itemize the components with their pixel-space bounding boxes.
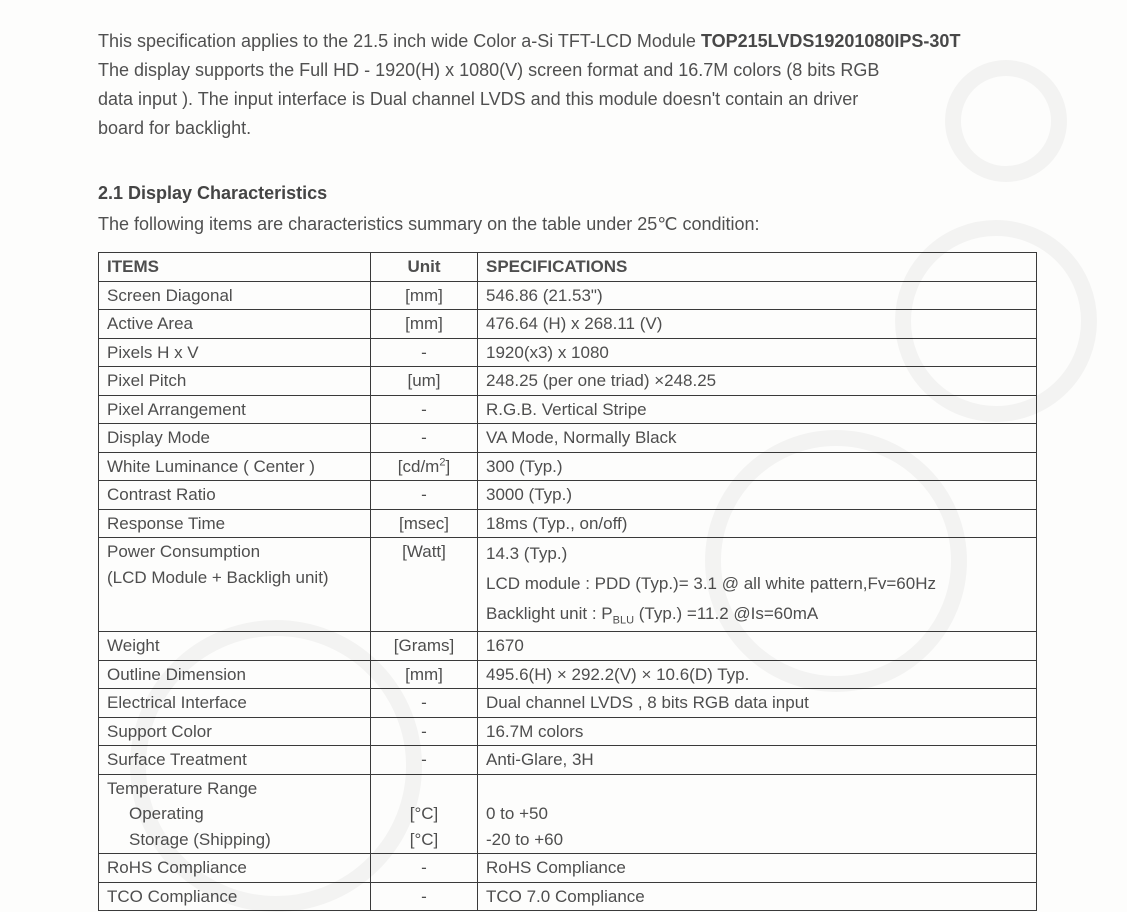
spec-table: ITEMS Unit SPECIFICATIONS Screen Diagona… — [98, 252, 1037, 911]
cell-unit: [mm] — [371, 310, 478, 339]
cell-spec: 495.6(H) × 292.2(V) × 10.6(D) Typ. — [478, 660, 1037, 689]
table-row: RoHS Compliance-RoHS Compliance — [99, 854, 1037, 883]
cell-spec: 1670 — [478, 632, 1037, 661]
cell-spec: 546.86 (21.53") — [478, 281, 1037, 310]
cell-item: Pixels H x V — [99, 338, 371, 367]
cell-unit: [Grams] — [371, 632, 478, 661]
cell-item: Temperature RangeOperatingStorage (Shipp… — [99, 774, 371, 854]
cell-unit: [msec] — [371, 509, 478, 538]
header-spec: SPECIFICATIONS — [478, 253, 1037, 282]
cell-item: Contrast Ratio — [99, 481, 371, 510]
cell-unit: [mm] — [371, 281, 478, 310]
cell-unit: - — [371, 689, 478, 718]
cell-spec: 0 to +50-20 to +60 — [478, 774, 1037, 854]
cell-spec: 476.64 (H) x 268.11 (V) — [478, 310, 1037, 339]
intro-line-3: data input ). The input interface is Dua… — [98, 86, 1037, 113]
table-row: Surface Treatment-Anti-Glare, 3H — [99, 746, 1037, 775]
intro-line-2: The display supports the Full HD - 1920(… — [98, 57, 1037, 84]
cell-unit: [°C][°C] — [371, 774, 478, 854]
intro-paragraph: This specification applies to the 21.5 i… — [98, 28, 1037, 142]
section-subtitle: The following items are characteristics … — [98, 211, 1037, 238]
table-row: Power Consumption(LCD Module + Backligh … — [99, 538, 1037, 632]
cell-unit: - — [371, 854, 478, 883]
cell-item: Pixel Pitch — [99, 367, 371, 396]
table-row: TCO Compliance-TCO 7.0 Compliance — [99, 882, 1037, 911]
table-row: Weight[Grams]1670 — [99, 632, 1037, 661]
cell-unit: [um] — [371, 367, 478, 396]
intro-line-4: board for backlight. — [98, 115, 1037, 142]
cell-unit: - — [371, 481, 478, 510]
header-items: ITEMS — [99, 253, 371, 282]
cell-item: Outline Dimension — [99, 660, 371, 689]
cell-unit: [mm] — [371, 660, 478, 689]
intro-line-1: This specification applies to the 21.5 i… — [98, 28, 1037, 55]
table-row: Response Time[msec]18ms (Typ., on/off) — [99, 509, 1037, 538]
table-row: Pixel Arrangement-R.G.B. Vertical Stripe — [99, 395, 1037, 424]
cell-item: Display Mode — [99, 424, 371, 453]
cell-unit: [cd/m2] — [371, 452, 478, 481]
cell-spec: RoHS Compliance — [478, 854, 1037, 883]
intro-text-1a: This specification applies to the 21.5 i… — [98, 31, 701, 51]
cell-item: White Luminance ( Center ) — [99, 452, 371, 481]
cell-unit: - — [371, 717, 478, 746]
table-row: Support Color-16.7M colors — [99, 717, 1037, 746]
cell-spec: 14.3 (Typ.)LCD module : PDD (Typ.)= 3.1 … — [478, 538, 1037, 632]
cell-item: Pixel Arrangement — [99, 395, 371, 424]
cell-item: TCO Compliance — [99, 882, 371, 911]
cell-spec: 16.7M colors — [478, 717, 1037, 746]
cell-unit: - — [371, 424, 478, 453]
cell-spec: Dual channel LVDS , 8 bits RGB data inpu… — [478, 689, 1037, 718]
table-row: White Luminance ( Center )[cd/m2]300 (Ty… — [99, 452, 1037, 481]
cell-item: Support Color — [99, 717, 371, 746]
table-row: Outline Dimension[mm]495.6(H) × 292.2(V)… — [99, 660, 1037, 689]
table-row: Pixel Pitch[um]248.25 (per one triad) ×2… — [99, 367, 1037, 396]
cell-spec: R.G.B. Vertical Stripe — [478, 395, 1037, 424]
section-title: 2.1 Display Characteristics — [98, 180, 1037, 207]
cell-unit: - — [371, 882, 478, 911]
header-unit: Unit — [371, 253, 478, 282]
cell-spec: TCO 7.0 Compliance — [478, 882, 1037, 911]
table-row: Pixels H x V-1920(x3) x 1080 — [99, 338, 1037, 367]
cell-item: Electrical Interface — [99, 689, 371, 718]
table-row: Screen Diagonal[mm]546.86 (21.53") — [99, 281, 1037, 310]
model-number: TOP215LVDS19201080IPS-30T — [701, 31, 961, 51]
table-row: Contrast Ratio-3000 (Typ.) — [99, 481, 1037, 510]
cell-item: Screen Diagonal — [99, 281, 371, 310]
cell-spec: 18ms (Typ., on/off) — [478, 509, 1037, 538]
cell-item: Active Area — [99, 310, 371, 339]
table-header-row: ITEMS Unit SPECIFICATIONS — [99, 253, 1037, 282]
table-row: Temperature RangeOperatingStorage (Shipp… — [99, 774, 1037, 854]
cell-spec: 3000 (Typ.) — [478, 481, 1037, 510]
cell-unit: - — [371, 746, 478, 775]
cell-item: Weight — [99, 632, 371, 661]
cell-item: RoHS Compliance — [99, 854, 371, 883]
cell-item: Response Time — [99, 509, 371, 538]
table-row: Active Area[mm]476.64 (H) x 268.11 (V) — [99, 310, 1037, 339]
cell-spec: VA Mode, Normally Black — [478, 424, 1037, 453]
cell-spec: Anti-Glare, 3H — [478, 746, 1037, 775]
cell-spec: 1920(x3) x 1080 — [478, 338, 1037, 367]
cell-unit: [Watt] — [371, 538, 478, 632]
cell-item: Surface Treatment — [99, 746, 371, 775]
cell-spec: 300 (Typ.) — [478, 452, 1037, 481]
cell-item: Power Consumption(LCD Module + Backligh … — [99, 538, 371, 632]
cell-spec: 248.25 (per one triad) ×248.25 — [478, 367, 1037, 396]
table-row: Display Mode-VA Mode, Normally Black — [99, 424, 1037, 453]
cell-unit: - — [371, 395, 478, 424]
table-row: Electrical Interface-Dual channel LVDS ,… — [99, 689, 1037, 718]
cell-unit: - — [371, 338, 478, 367]
